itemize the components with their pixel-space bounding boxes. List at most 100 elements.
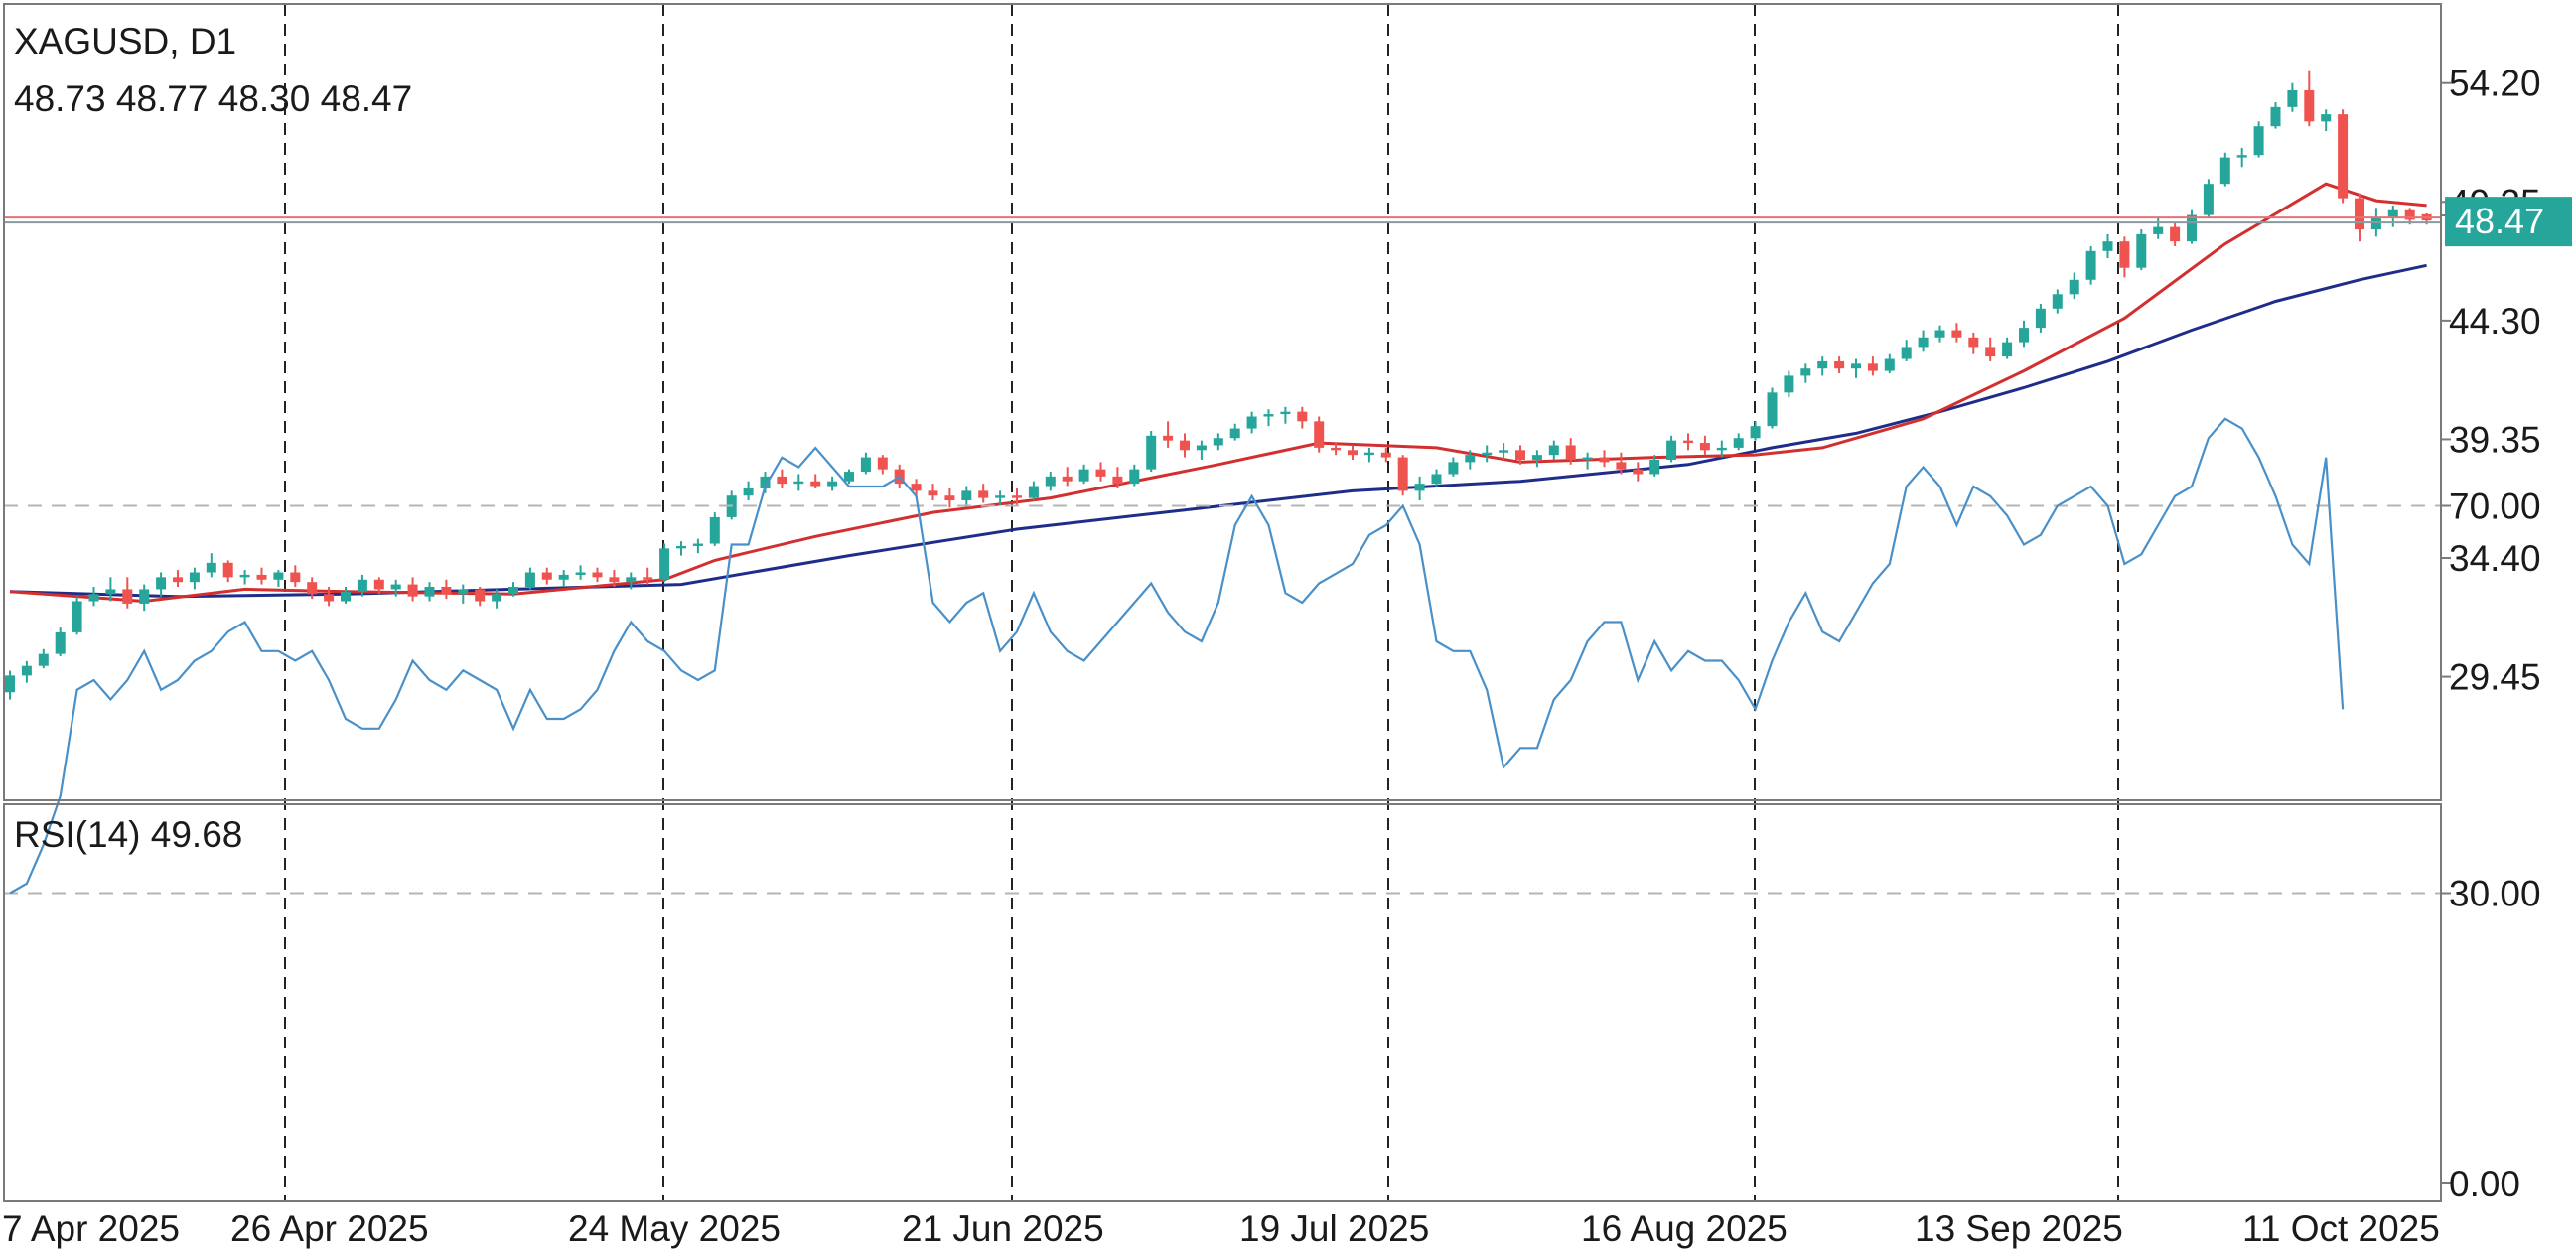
date-axis-label: 11 Oct 2025 <box>2242 1208 2440 1249</box>
candle-body <box>1867 363 1878 371</box>
candle-body <box>1465 455 1476 463</box>
candle <box>2253 121 2264 158</box>
rsi-axis-label: 0.00 <box>2449 1164 2520 1204</box>
candle-body <box>38 653 49 666</box>
price-badge: 48.47 <box>2445 197 2572 247</box>
candle-body <box>1146 435 1157 470</box>
candle <box>995 490 1006 505</box>
ma-slow-line <box>9 263 2427 599</box>
candle <box>961 486 972 505</box>
candle-body <box>692 543 703 546</box>
candle <box>928 484 938 501</box>
date-axis-label: 7 Apr 2025 <box>2 1208 180 1249</box>
candle <box>475 587 486 607</box>
candle <box>1146 430 1157 473</box>
candle <box>810 474 821 488</box>
candle-body <box>643 577 653 580</box>
candle-body <box>1716 447 1727 451</box>
candle-body <box>1180 440 1190 451</box>
candle-body <box>139 589 150 604</box>
candle <box>1129 464 1140 486</box>
candle <box>1817 356 1828 376</box>
price-axis-label: 29.45 <box>2449 657 2541 698</box>
candle-body <box>424 587 435 597</box>
candle <box>1465 450 1476 470</box>
candle <box>2187 209 2197 244</box>
candle <box>1163 421 1174 448</box>
candle-body <box>1750 426 1761 439</box>
candle <box>357 574 367 597</box>
candle-body <box>1985 347 1996 357</box>
ma-fast-line <box>9 182 2427 604</box>
candle-body <box>1078 469 1089 482</box>
candle-body <box>810 481 821 486</box>
candle <box>324 587 335 607</box>
candle <box>189 567 200 590</box>
candle-body <box>239 574 250 578</box>
candle <box>1565 438 1576 465</box>
candle <box>1867 356 1878 376</box>
candle <box>407 577 418 602</box>
candle <box>1112 467 1123 488</box>
candle-body <box>1633 469 1644 475</box>
candle-body <box>307 582 318 595</box>
candle <box>1431 469 1442 486</box>
candle-body <box>1314 421 1325 448</box>
date-axis-label: 13 Sep 2025 <box>1915 1208 2123 1249</box>
candle-body <box>5 675 15 693</box>
candle <box>692 538 703 554</box>
rsi-title: RSI(14) 49.68 <box>14 814 242 855</box>
rsi-level-lines <box>4 504 2441 895</box>
candle <box>173 570 183 588</box>
candle <box>592 567 603 583</box>
candle <box>2270 102 2281 129</box>
rsi-axis-label: 30.00 <box>2449 874 2541 914</box>
candle <box>273 570 284 588</box>
y-axis-labels: 54.2049.2544.3039.3534.4029.45100.0070.0… <box>2441 64 2561 1204</box>
price-panel <box>4 70 2441 700</box>
candle-body <box>222 562 233 578</box>
candle <box>944 487 955 508</box>
candle-body <box>592 572 603 578</box>
candle <box>1499 443 1509 460</box>
candle-body <box>1196 445 1207 451</box>
candle <box>1884 353 1895 374</box>
x-axis-labels: 7 Apr 2025 26 Apr 2025 24 May 2025 21 Jun 2… <box>2 1208 2440 1249</box>
candle <box>1297 406 1308 429</box>
candle-body <box>458 589 469 595</box>
candle-body <box>1531 455 1542 460</box>
candle <box>626 572 637 590</box>
candle <box>827 476 838 491</box>
candle <box>2085 245 2096 285</box>
candle-body <box>2085 250 2096 280</box>
candle <box>1901 340 1912 361</box>
candle-body <box>928 490 938 496</box>
candle <box>1649 455 1660 477</box>
candle <box>793 474 804 491</box>
candle-body <box>1851 363 1861 369</box>
candle <box>290 565 301 588</box>
candle <box>2136 229 2147 271</box>
candle-body <box>1095 469 1106 477</box>
candle <box>441 579 452 600</box>
candle-body <box>441 587 452 595</box>
ma-slow-path <box>9 263 2427 599</box>
candle <box>1229 423 1240 441</box>
candle-body <box>475 589 486 602</box>
candle <box>1985 337 1996 361</box>
candle-body <box>1951 330 1962 338</box>
candle-body <box>156 577 167 590</box>
rsi-line <box>9 417 2345 895</box>
candle-body <box>1062 476 1073 482</box>
candle-body <box>1884 358 1895 371</box>
candle-body <box>1582 457 1593 460</box>
candle <box>541 567 552 585</box>
candle-body <box>1363 452 1374 456</box>
candle-body <box>290 572 301 583</box>
candle-body <box>72 601 82 632</box>
date-grid-lines <box>284 4 2119 1201</box>
candle-body <box>541 572 552 580</box>
candle <box>1968 332 1979 354</box>
candles <box>5 70 2432 700</box>
candle-body <box>2019 328 2029 343</box>
